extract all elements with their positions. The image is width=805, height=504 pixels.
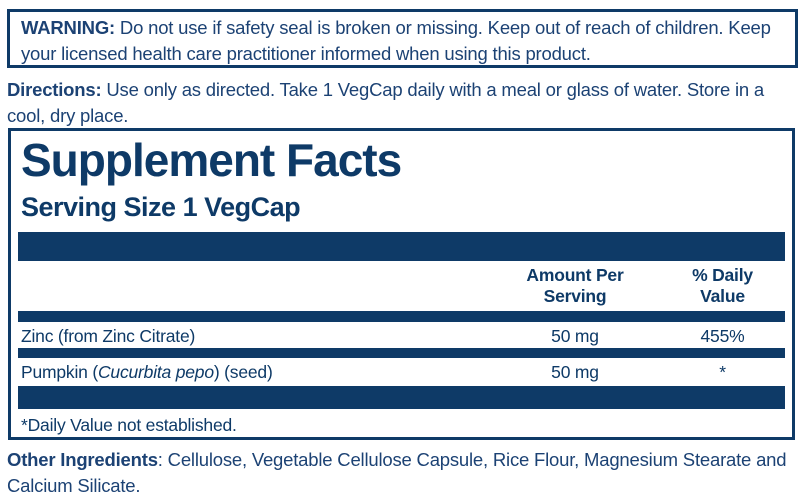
other-ingredients-body: : Cellulose, Vegetable Cellulose Capsule… — [7, 449, 787, 496]
header-daily-value: % Daily Value — [692, 265, 753, 306]
separator-bar-header — [18, 311, 785, 322]
separator-bar-row — [18, 348, 785, 358]
serving-size: Serving Size 1 VegCap — [21, 192, 301, 222]
other-ingredients-text: Other Ingredients: Cellulose, Vegetable … — [7, 447, 801, 498]
directions-label: Directions: — [7, 79, 102, 100]
table-row-zinc: Zinc (from Zinc Citrate) 50 mg 455% — [18, 322, 785, 348]
other-ingredients-section: Other Ingredients: Cellulose, Vegetable … — [7, 447, 801, 498]
ingredient-name-suffix: ) (seed) — [213, 362, 273, 382]
separator-bar-thick-bottom — [18, 386, 785, 409]
other-ingredients-label: Other Ingredients — [7, 449, 158, 470]
ingredient-daily-value: * — [719, 362, 726, 382]
directions-body: Use only as directed. Take 1 VegCap dail… — [7, 79, 765, 126]
daily-value-footnote: *Daily Value not established. — [21, 415, 237, 435]
table-header-row: Amount Per Serving % Daily Value — [18, 261, 785, 311]
supplement-facts-panel: Supplement Facts Serving Size 1 VegCap A… — [8, 128, 795, 440]
warning-body: Do not use if safety seal is broken or m… — [21, 17, 771, 64]
ingredient-daily-value: 455% — [700, 326, 745, 346]
ingredient-name-text: Pumpkin ( — [21, 362, 98, 382]
directions-section: Directions: Use only as directed. Take 1… — [7, 77, 801, 128]
ingredient-amount: 50 mg — [551, 326, 599, 346]
ingredient-name-text: Zinc (from Zinc Citrate) — [21, 326, 196, 346]
supplement-facts-title: Supplement Facts — [21, 134, 402, 186]
ingredient-name: Zinc (from Zinc Citrate) — [18, 326, 490, 346]
warning-label: WARNING: — [21, 17, 115, 38]
warning-box: WARNING: Do not use if safety seal is br… — [7, 9, 798, 68]
table-row-pumpkin: Pumpkin (Cucurbita pepo) (seed) 50 mg * — [18, 358, 785, 384]
directions-text: Directions: Use only as directed. Take 1… — [7, 77, 801, 128]
ingredient-amount: 50 mg — [551, 362, 599, 382]
ingredient-name-latin: Cucurbita pepo — [97, 362, 214, 382]
warning-text: WARNING: Do not use if safety seal is br… — [21, 15, 785, 66]
separator-bar-thick-top — [18, 232, 785, 261]
header-amount-per-serving: Amount Per Serving — [526, 265, 624, 306]
ingredient-name: Pumpkin (Cucurbita pepo) (seed) — [18, 362, 490, 382]
